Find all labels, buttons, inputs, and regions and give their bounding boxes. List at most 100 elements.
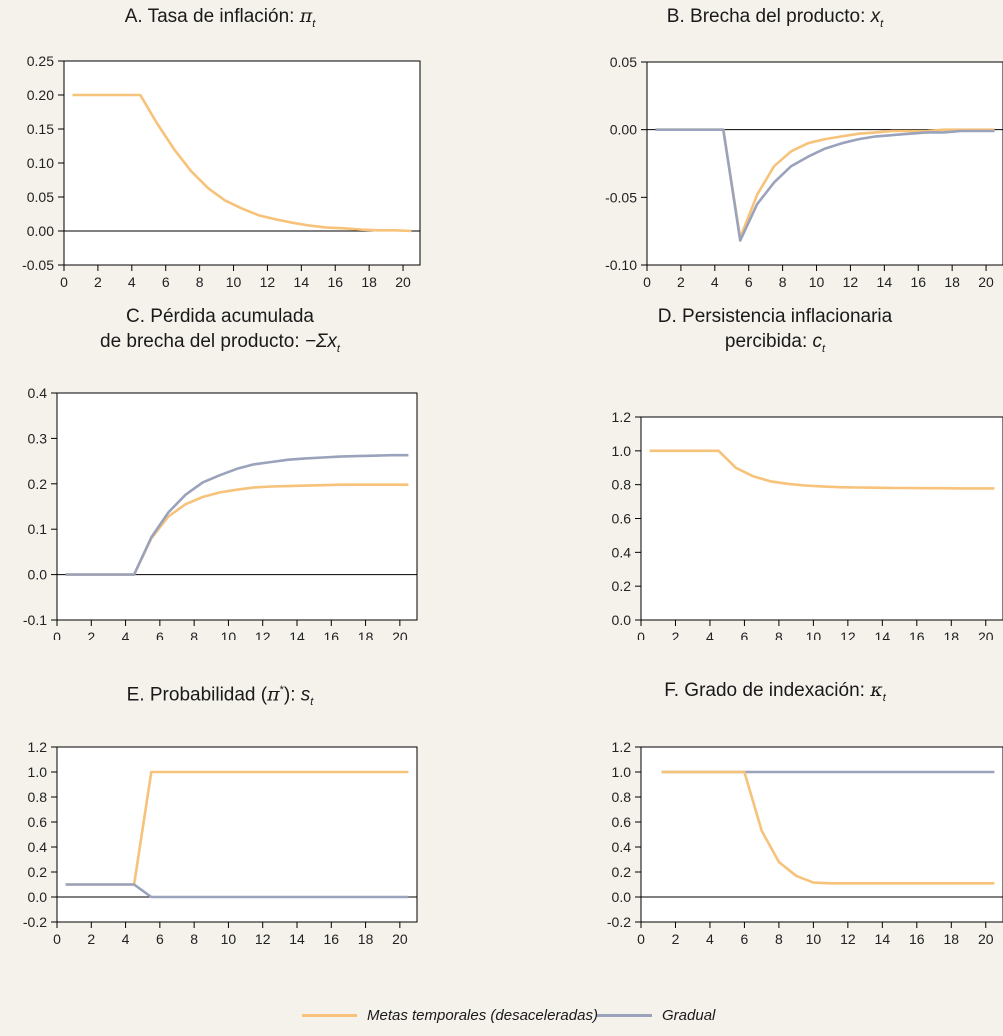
y-tick-label: 0.15 xyxy=(27,121,54,137)
legend-item-gradual: Gradual xyxy=(597,1007,715,1024)
y-tick-label: 0.10 xyxy=(27,155,54,171)
x-tick-label: 10 xyxy=(221,931,237,947)
y-tick-label: -0.05 xyxy=(605,189,637,205)
x-tick-label: 12 xyxy=(840,931,856,947)
series-line-metas xyxy=(661,770,995,885)
y-tick-label: 0.4 xyxy=(612,544,632,560)
x-tick-label: 14 xyxy=(289,629,305,640)
y-tick-label: 0.05 xyxy=(610,54,637,70)
x-tick-label: 2 xyxy=(94,274,102,290)
y-tick-label: 0.6 xyxy=(28,814,48,830)
x-tick-label: 0 xyxy=(643,274,651,290)
y-tick-label: -0.10 xyxy=(605,257,637,273)
plot-area xyxy=(63,60,421,266)
x-tick-label: 18 xyxy=(944,274,960,290)
y-tick-label: -0.1 xyxy=(23,612,47,628)
x-tick-label: 20 xyxy=(395,274,411,290)
x-tick-label: 2 xyxy=(672,629,680,640)
title-b: B. Brecha del producto: xt xyxy=(555,4,995,37)
series-line-gradual xyxy=(65,453,409,576)
y-tick-label: 1.0 xyxy=(612,764,632,780)
series-line-gradual xyxy=(655,128,995,242)
y-tick-label: 0.2 xyxy=(612,578,632,594)
x-tick-label: 8 xyxy=(779,274,787,290)
x-tick-label: 4 xyxy=(706,931,714,947)
title-d: D. Persistencia inflacionaria percibida:… xyxy=(555,304,995,362)
chart-e: -0.2 0.0 0.2 0.4 0.6 0.8 1.0 1.2 0 2 4 6 8 10 12 14 16 18… xyxy=(23,739,418,947)
x-tick-label: 8 xyxy=(775,629,783,640)
x-tick-label: 16 xyxy=(909,629,925,640)
y-tick-label: 0.8 xyxy=(28,789,48,805)
x-tick-label: 16 xyxy=(327,274,343,290)
plot-area xyxy=(56,392,418,621)
x-tick-label: 18 xyxy=(943,931,959,947)
x-tick-label: 16 xyxy=(323,629,339,640)
series-line-metas xyxy=(72,93,412,233)
plot-area xyxy=(640,416,1003,621)
title-c-line1: C. Pérdida acumulada xyxy=(126,306,314,327)
y-tick-label: 0.4 xyxy=(612,839,632,855)
y-tick-label: 0.2 xyxy=(612,864,632,880)
x-tick-label: 16 xyxy=(909,931,925,947)
title-d-subscript: t xyxy=(822,342,826,355)
x-tick-label: 12 xyxy=(260,274,276,290)
title-e-subscript: t xyxy=(310,696,314,709)
x-tick-label: 10 xyxy=(806,629,822,640)
legend-swatch-gradual xyxy=(597,1014,652,1017)
title-a-text: A. Tasa de inflación: xyxy=(124,6,300,27)
title-f-subscript: t xyxy=(882,691,886,704)
y-tick-label: 1.2 xyxy=(612,739,632,755)
title-e-symbol: π xyxy=(267,683,280,706)
x-tick-label: 2 xyxy=(677,274,685,290)
chart-d: 0.0 0.2 0.4 0.6 0.8 1.0 1.2 0 2 4 6 8 10 12 14 16 18 20 xyxy=(612,409,1003,640)
x-tick-label: 0 xyxy=(53,931,61,947)
title-c-line2: de brecha del producto: xyxy=(100,331,305,352)
x-tick-label: 6 xyxy=(741,931,749,947)
legend-label-gradual: Gradual xyxy=(662,1007,716,1024)
x-tick-label: 20 xyxy=(978,629,994,640)
chart-f: -0.2 0.0 0.2 0.4 0.6 0.8 1.0 1.2 0 2 4 6 8 10 12 14 16 18… xyxy=(607,739,1003,947)
chart-b: -0.10 -0.05 0.00 0.05 0 2 4 6 8 10 12 14 16 18 20 xyxy=(605,54,1003,290)
x-tick-label: 10 xyxy=(226,274,242,290)
x-tick-label: 0 xyxy=(637,629,645,640)
x-tick-label: 12 xyxy=(255,931,271,947)
y-tick-label: 0.6 xyxy=(612,511,632,527)
y-tick-label: -0.2 xyxy=(607,914,631,930)
y-tick-label: -0.2 xyxy=(23,914,47,930)
y-tick-label: 0.0 xyxy=(28,889,48,905)
title-f: F. Grado de indexación: κt xyxy=(555,678,995,711)
title-e-tail: ): xyxy=(283,684,301,706)
x-tick-label: 6 xyxy=(156,629,164,640)
chart-a: -0.05 0.00 0.05 0.10 0.15 0.20 0.25 0 2 4 6 8 10 12 14… xyxy=(22,53,421,290)
legend: Metas temporales (desaceleradas) Gradual xyxy=(0,1000,1003,1030)
title-a-symbol: π xyxy=(299,5,313,27)
x-tick-label: 12 xyxy=(840,629,856,640)
y-tick-label: 0.0 xyxy=(28,567,48,583)
x-tick-label: 8 xyxy=(190,629,198,640)
x-tick-label: 6 xyxy=(745,274,753,290)
x-tick-label: 4 xyxy=(706,629,714,640)
y-tick-label: 0.2 xyxy=(28,864,48,880)
y-tick-label: 0.0 xyxy=(612,889,632,905)
x-tick-label: 10 xyxy=(809,274,825,290)
y-tick-label: 0.25 xyxy=(27,53,54,69)
x-tick-label: 20 xyxy=(978,931,994,947)
y-tick-label: 0.05 xyxy=(27,189,54,205)
y-tick-label: 1.0 xyxy=(612,443,632,459)
series-line-gradual xyxy=(65,883,409,899)
x-tick-label: 20 xyxy=(392,931,408,947)
x-tick-label: 0 xyxy=(60,274,68,290)
legend-item-metas: Metas temporales (desaceleradas) xyxy=(302,1007,598,1024)
x-tick-label: 8 xyxy=(190,931,198,947)
x-tick-label: 4 xyxy=(122,629,130,640)
title-c: C. Pérdida acumulada de brecha del produ… xyxy=(0,304,440,362)
series-line-metas xyxy=(649,449,995,490)
y-tick-label: 0.8 xyxy=(612,789,632,805)
x-tick-label: 14 xyxy=(294,274,310,290)
x-tick-label: 12 xyxy=(255,629,271,640)
title-b-text: B. Brecha del producto: xyxy=(666,6,871,27)
y-tick-label: 0.20 xyxy=(27,87,54,103)
x-tick-label: 6 xyxy=(741,629,749,640)
plot-area xyxy=(646,61,1003,266)
